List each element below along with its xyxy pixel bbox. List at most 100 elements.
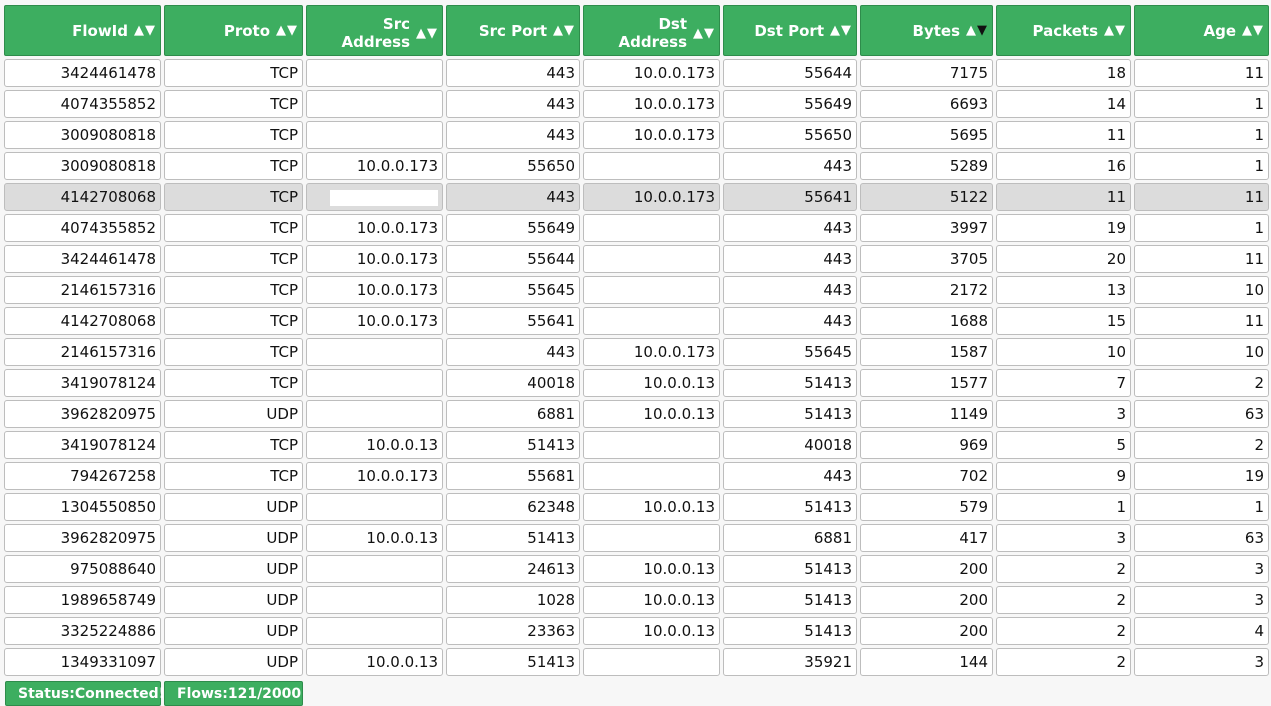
column-header-src-address[interactable]: Src Address ▲▼ [306,5,443,56]
cell-flowid: 3009080818 [4,121,161,149]
cell-packets: 10 [996,338,1131,366]
table-row[interactable]: 3325224886 UDP 23363 10.0.0.13 51413 200 2 4 [4,617,1269,645]
column-header-dst-address[interactable]: Dst Address ▲▼ [583,5,720,56]
cell-dst-port: 443 [723,152,857,180]
sort-arrows-icon[interactable]: ▲▼ [134,23,156,38]
column-header-age[interactable]: Age ▲▼ [1134,5,1269,56]
column-header-packets[interactable]: Packets ▲▼ [996,5,1131,56]
cell-packets: 3 [996,524,1131,552]
cell-dst-address: 10.0.0.13 [583,586,720,614]
sort-down-icon: ▼ [1115,23,1126,39]
cell-bytes: 7175 [860,59,993,87]
table-row[interactable]: 4142708068 TCP 10.0.0.173 55641 443 1688 15 11 [4,307,1269,335]
cell-flowid: 3424461478 [4,59,161,87]
sort-arrows-icon[interactable]: ▲▼ [1104,23,1126,38]
cell-age: 4 [1134,617,1269,645]
cell-proto: TCP [164,369,303,397]
cell-bytes: 2172 [860,276,993,304]
sort-arrows-icon[interactable]: ▲▼ [693,26,715,41]
sort-arrows-icon[interactable]: ▲▼ [966,23,988,38]
table-row[interactable]: 4142708068 TCP 443 10.0.0.173 55641 5122 11 11 [4,183,1269,211]
column-header-src-port[interactable]: Src Port ▲▼ [446,5,580,56]
table-row[interactable]: 1989658749 UDP 1028 10.0.0.13 51413 200 2 3 [4,586,1269,614]
table-row[interactable]: 4074355852 TCP 443 10.0.0.173 55649 6693 14 1 [4,90,1269,118]
cell-src-address: 10.0.0.173 [306,307,443,335]
cell-proto: UDP [164,586,303,614]
table-row[interactable]: 794267258 TCP 10.0.0.173 55681 443 702 9 19 [4,462,1269,490]
cell-src-port: 55681 [446,462,580,490]
cell-bytes: 200 [860,586,993,614]
column-header-label: Src Port [478,21,547,40]
cell-flowid: 4142708068 [4,307,161,335]
cell-flowid: 3424461478 [4,245,161,273]
cell-dst-address [583,152,720,180]
cell-age: 1 [1134,493,1269,521]
cell-dst-port: 443 [723,276,857,304]
table-row[interactable]: 1349331097 UDP 10.0.0.13 51413 35921 144 2 3 [4,648,1269,676]
sort-arrows-icon[interactable]: ▲▼ [830,23,852,38]
cell-dst-address: 10.0.0.173 [583,338,720,366]
cell-age: 1 [1134,152,1269,180]
table-row[interactable]: 1304550850 UDP 62348 10.0.0.13 51413 579 1 1 [4,493,1269,521]
cell-flowid: 3962820975 [4,400,161,428]
cell-proto: TCP [164,338,303,366]
cell-dst-port: 51413 [723,617,857,645]
cell-src-address: 10.0.0.173 [306,462,443,490]
cell-src-port: 40018 [446,369,580,397]
table-row[interactable]: 3419078124 TCP 10.0.0.13 51413 40018 969 5 2 [4,431,1269,459]
cell-src-address [306,617,443,645]
sort-up-icon: ▲ [1104,23,1115,39]
cell-dst-port: 443 [723,245,857,273]
table-row[interactable]: 3424461478 TCP 443 10.0.0.173 55644 7175 18 11 [4,59,1269,87]
table-row[interactable]: 3419078124 TCP 40018 10.0.0.13 51413 1577 7 2 [4,369,1269,397]
cell-src-port: 443 [446,90,580,118]
cell-src-port: 443 [446,121,580,149]
table-row[interactable]: 2146157316 TCP 10.0.0.173 55645 443 2172 13 10 [4,276,1269,304]
sort-arrows-icon[interactable]: ▲▼ [276,23,298,38]
cell-src-port: 55649 [446,214,580,242]
table-row[interactable]: 975088640 UDP 24613 10.0.0.13 51413 200 2 3 [4,555,1269,583]
cell-flowid: 3009080818 [4,152,161,180]
cell-proto: TCP [164,431,303,459]
sort-up-icon: ▲ [1242,23,1253,39]
sort-up-icon: ▲ [966,23,977,39]
column-header-label: Src Address [341,15,410,51]
cell-src-port: 55645 [446,276,580,304]
column-header-label-top: Src [382,15,410,33]
column-header-label: Packets [1032,21,1098,40]
table-row[interactable]: 3962820975 UDP 10.0.0.13 51413 6881 417 3 63 [4,524,1269,552]
cell-dst-port: 35921 [723,648,857,676]
table-row[interactable]: 4074355852 TCP 10.0.0.173 55649 443 3997 19 1 [4,214,1269,242]
sort-arrows-icon[interactable]: ▲▼ [553,23,575,38]
column-header-label: FlowId [72,21,128,40]
table-row[interactable]: 3424461478 TCP 10.0.0.173 55644 443 3705 20 11 [4,245,1269,273]
cell-bytes: 1577 [860,369,993,397]
sort-arrows-icon[interactable]: ▲▼ [416,26,438,41]
table-row[interactable]: 3962820975 UDP 6881 10.0.0.13 51413 1149 3 63 [4,400,1269,428]
column-header-dst-port[interactable]: Dst Port ▲▼ [723,5,857,56]
table-row[interactable]: 3009080818 TCP 443 10.0.0.173 55650 5695 11 1 [4,121,1269,149]
column-header-proto[interactable]: Proto ▲▼ [164,5,303,56]
cell-dst-address: 10.0.0.173 [583,59,720,87]
cell-age: 10 [1134,338,1269,366]
cell-proto: UDP [164,524,303,552]
cell-proto: UDP [164,617,303,645]
sort-up-icon: ▲ [830,23,841,39]
cell-dst-port: 55650 [723,121,857,149]
column-header-bytes[interactable]: Bytes ▲▼ [860,5,993,56]
cell-src-port: 24613 [446,555,580,583]
cell-src-address: 10.0.0.173 [306,152,443,180]
sort-arrows-icon[interactable]: ▲▼ [1242,23,1264,38]
column-header-flowid[interactable]: FlowId ▲▼ [4,5,161,56]
cell-bytes: 1688 [860,307,993,335]
cell-age: 11 [1134,307,1269,335]
cell-bytes: 3997 [860,214,993,242]
cell-flowid: 3419078124 [4,369,161,397]
table-row[interactable]: 3009080818 TCP 10.0.0.173 55650 443 5289 16 1 [4,152,1269,180]
cell-age: 11 [1134,183,1269,211]
table-row[interactable]: 2146157316 TCP 443 10.0.0.173 55645 1587 10 10 [4,338,1269,366]
redacted-address [330,65,438,82]
sort-down-icon: ▼ [841,23,852,39]
cell-dst-port: 51413 [723,493,857,521]
cell-flowid: 2146157316 [4,276,161,304]
